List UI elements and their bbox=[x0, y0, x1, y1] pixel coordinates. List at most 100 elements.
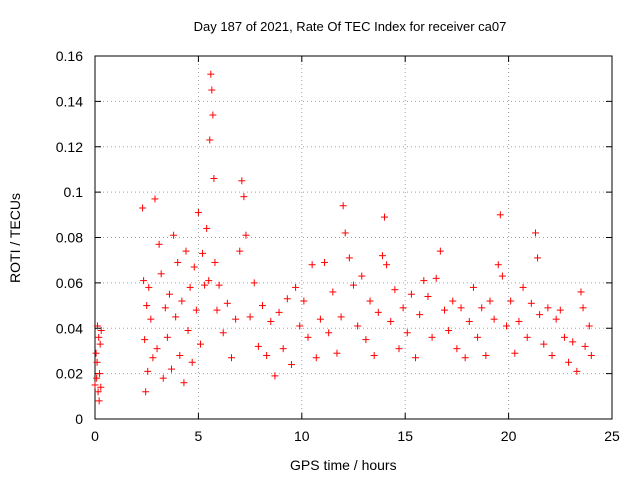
data-point bbox=[93, 358, 101, 366]
data-point bbox=[283, 295, 291, 303]
y-tick-label: 0.02 bbox=[56, 366, 83, 382]
data-point bbox=[254, 342, 262, 350]
data-point bbox=[304, 333, 312, 341]
y-tick-label: 0.1 bbox=[64, 184, 84, 200]
data-point bbox=[145, 283, 153, 291]
data-point bbox=[321, 258, 329, 266]
data-point bbox=[494, 261, 502, 269]
grid bbox=[95, 56, 612, 419]
data-point bbox=[213, 306, 221, 314]
data-point bbox=[519, 283, 527, 291]
data-point bbox=[211, 258, 219, 266]
data-point bbox=[341, 229, 349, 237]
data-point bbox=[440, 306, 448, 314]
axes bbox=[94, 55, 613, 420]
data-point bbox=[223, 299, 231, 307]
data-point bbox=[486, 297, 494, 305]
data-point bbox=[374, 308, 382, 316]
data-point bbox=[412, 354, 420, 362]
data-point bbox=[267, 317, 275, 325]
data-point bbox=[92, 349, 100, 357]
data-point bbox=[399, 304, 407, 312]
data-point bbox=[180, 379, 188, 387]
data-point bbox=[188, 358, 196, 366]
data-point bbox=[296, 322, 304, 330]
data-point bbox=[560, 333, 568, 341]
data-point bbox=[391, 286, 399, 294]
data-point bbox=[387, 317, 395, 325]
x-tick-label: 20 bbox=[501, 428, 517, 444]
data-point bbox=[205, 277, 213, 285]
data-point bbox=[287, 361, 295, 369]
data-point bbox=[587, 351, 595, 359]
data-point bbox=[461, 354, 469, 362]
x-tick-label: 25 bbox=[604, 428, 620, 444]
data-point bbox=[381, 213, 389, 221]
data-point bbox=[474, 333, 482, 341]
data-point bbox=[548, 351, 556, 359]
y-tick-label: 0.14 bbox=[56, 93, 83, 109]
x-tick-label: 15 bbox=[397, 428, 413, 444]
data-point bbox=[207, 70, 215, 78]
data-point bbox=[498, 272, 506, 280]
data-point bbox=[577, 288, 585, 296]
data-point bbox=[350, 281, 357, 289]
data-point bbox=[210, 175, 218, 183]
data-point bbox=[184, 327, 192, 335]
data-point bbox=[240, 193, 248, 201]
data-point bbox=[292, 283, 300, 291]
data-point bbox=[333, 349, 341, 357]
data-point bbox=[176, 351, 184, 359]
data-point bbox=[95, 333, 103, 341]
y-tick-label: 0.12 bbox=[56, 139, 83, 155]
data-point bbox=[163, 333, 171, 341]
data-point bbox=[242, 231, 250, 239]
data-point bbox=[246, 313, 254, 321]
y-axis-label: ROTI / TECUs bbox=[7, 193, 23, 283]
data-point bbox=[141, 336, 149, 344]
data-point bbox=[236, 247, 244, 255]
data-point bbox=[556, 306, 564, 314]
data-point bbox=[428, 333, 436, 341]
data-point bbox=[263, 351, 271, 359]
y-tick-label: 0.04 bbox=[56, 320, 83, 336]
x-axis-label: GPS time / hours bbox=[290, 457, 397, 473]
data-point bbox=[93, 322, 101, 330]
x-tick-label: 0 bbox=[91, 428, 99, 444]
data-point bbox=[95, 397, 103, 405]
data-point bbox=[157, 270, 165, 278]
data-point bbox=[194, 209, 202, 217]
data-point bbox=[565, 358, 573, 366]
data-point bbox=[490, 315, 498, 323]
data-point bbox=[569, 338, 577, 346]
data-point bbox=[581, 342, 589, 350]
data-point bbox=[507, 297, 515, 305]
data-point bbox=[186, 283, 194, 291]
data-point bbox=[96, 370, 104, 378]
data-point bbox=[325, 329, 333, 337]
x-tick-label: 5 bbox=[195, 428, 203, 444]
data-point bbox=[511, 349, 519, 357]
data-point bbox=[259, 302, 267, 310]
data-point bbox=[540, 340, 548, 348]
data-point bbox=[203, 224, 211, 232]
data-point bbox=[140, 277, 148, 285]
data-point bbox=[151, 195, 159, 203]
data-point bbox=[159, 374, 167, 382]
data-point bbox=[93, 374, 101, 382]
plot-frame bbox=[94, 55, 613, 420]
data-point bbox=[190, 263, 198, 271]
data-point bbox=[378, 252, 386, 260]
data-point bbox=[139, 204, 147, 212]
data-point bbox=[300, 297, 308, 305]
data-point bbox=[168, 365, 176, 373]
data-point bbox=[531, 229, 539, 237]
data-point bbox=[96, 340, 104, 348]
tick-labels: 0 5 10 15 20 25 0 0.02 0.04 0.06 0.08 0.1 0.12 0.14 0.… bbox=[56, 48, 620, 444]
data-point bbox=[573, 367, 581, 375]
x-tick-label: 10 bbox=[294, 428, 310, 444]
data-point bbox=[144, 367, 152, 375]
data-point bbox=[316, 315, 324, 323]
data-point bbox=[445, 327, 453, 335]
